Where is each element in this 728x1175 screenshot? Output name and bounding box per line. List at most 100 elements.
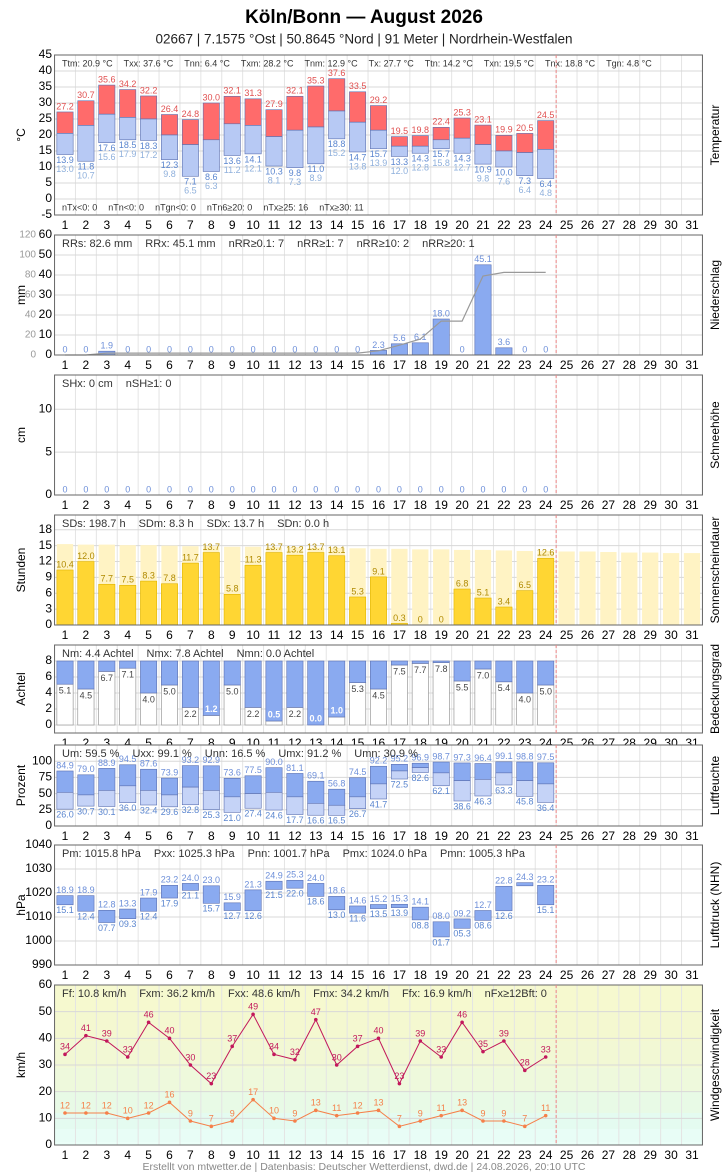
range-bar: [56, 895, 74, 906]
y-tick-label: 1020: [25, 885, 52, 899]
value-label: 13: [457, 1098, 467, 1108]
x-tick-label: 18: [414, 218, 428, 232]
x-tick-label: 13: [309, 218, 323, 232]
min-label: 12.6: [244, 911, 262, 921]
max-label: 34.2: [119, 79, 137, 89]
stat-text: Tx: 27.7 °C: [369, 58, 415, 68]
y-tick-label: 15: [39, 538, 53, 552]
x-tick-label: 4: [124, 829, 131, 843]
x-tick-label: 27: [602, 829, 616, 843]
x-tick-label: 1: [62, 498, 69, 512]
min-label: 18.6: [307, 897, 325, 907]
value-label: 0: [188, 484, 193, 494]
min-label: 18.8: [328, 139, 346, 149]
value-label: 34: [60, 1042, 70, 1052]
value-label: 0: [125, 484, 130, 494]
cloud-bar: [349, 660, 367, 683]
lower-bar: [307, 126, 325, 165]
value-label: 2.2: [247, 709, 260, 719]
min-label: 14.3: [412, 154, 430, 164]
max-label: 73.9: [161, 767, 179, 777]
x-tick-label: 11: [268, 358, 281, 372]
point: [481, 1119, 485, 1123]
value-label: 41: [81, 1023, 91, 1033]
stat-text: Nmx: 7.8 Achtel: [147, 648, 224, 660]
x-tick-label: 8: [208, 736, 215, 750]
x-tick-label: 24: [539, 218, 553, 232]
max-label: 15.9: [223, 892, 241, 902]
lower-bar: [140, 790, 158, 806]
x-tick-label: 17: [393, 968, 407, 982]
lower-bar: [349, 796, 367, 809]
footer: Erstellt von mtwetter.de | Datenbasis: D…: [143, 1161, 586, 1173]
value-label: 0: [418, 614, 423, 624]
min-label: 72.5: [391, 779, 409, 789]
stat-text: Txm: 28.2 °C: [241, 58, 294, 68]
stat-text: Nmn: 0.0 Achtel: [237, 648, 315, 660]
side-label: Luftdruck (NHN): [708, 862, 722, 949]
x-tick-label: 3: [103, 628, 110, 642]
x-tick-label: 2: [83, 968, 90, 982]
bar: [432, 318, 450, 356]
min-label: 26.7: [349, 809, 367, 819]
min-label: 45.8: [516, 797, 534, 807]
x-tick-label: 26: [581, 218, 595, 232]
value-label: 0: [543, 344, 548, 354]
max-label: 13.3: [119, 898, 137, 908]
x-tick-label: 5: [145, 736, 152, 750]
x-tick-label: 21: [476, 1148, 490, 1162]
x-tick-label: 30: [664, 829, 678, 843]
x-tick-label: 20: [455, 1148, 469, 1162]
x-tick-label: 13: [309, 968, 323, 982]
value-label: 33: [541, 1044, 551, 1054]
x-tick-label: 22: [497, 968, 511, 982]
x-tick-label: 22: [497, 358, 511, 372]
side-label: Windgeschwindigkeit: [708, 1008, 722, 1121]
stat-text: nTx≥30: 11: [319, 202, 363, 212]
x-tick-label: 29: [644, 1148, 658, 1162]
stat-text: nFx≥12Bft: 0: [485, 988, 547, 1000]
value-label: 0: [439, 484, 444, 494]
range-bar: [307, 883, 325, 897]
x-tick-label: 15: [351, 218, 365, 232]
upper-bar: [349, 91, 367, 123]
point: [63, 1111, 67, 1115]
min-label: 13.3: [391, 157, 409, 167]
y-tick-label: 35: [39, 79, 53, 93]
max-label: 22.4: [432, 117, 450, 127]
value-label: 45.1: [474, 254, 492, 264]
x-tick-label: 9: [229, 628, 236, 642]
x-tick-label: 24: [539, 628, 553, 642]
max-label: 25.3: [286, 870, 304, 880]
upper-bar: [202, 765, 220, 791]
value-label: 0: [334, 484, 339, 494]
value-label: 0: [188, 344, 193, 354]
min-label: 15.1: [537, 905, 555, 915]
stat-text: nRR≥1: 7: [297, 238, 343, 250]
stat-text: Pmn: 1005.3 hPa: [440, 848, 526, 860]
value-label: 0: [167, 344, 172, 354]
min-label: 21.1: [182, 891, 200, 901]
upper-bar: [119, 764, 137, 787]
value-label: 6.7: [101, 673, 114, 683]
min-label: 21.0: [223, 813, 241, 823]
lower-bar: [77, 125, 95, 162]
x-tick-label: 22: [497, 628, 511, 642]
upper-bar: [453, 117, 471, 139]
x-tick-label: 3: [103, 1148, 110, 1162]
y-tick-label: 20: [39, 307, 53, 321]
max-label: 19.5: [391, 126, 409, 136]
value-label: 10: [269, 1106, 279, 1116]
value-label: 10: [123, 1106, 133, 1116]
x-tick-label: 1: [62, 968, 69, 982]
max-label: 12.7: [474, 900, 492, 910]
max-label: 12.8: [98, 900, 116, 910]
lower-bar: [432, 772, 450, 787]
min-label: 13.9: [391, 908, 409, 918]
lower-bar: [161, 794, 178, 808]
beaufort-band: [54, 1113, 703, 1129]
point: [355, 1111, 360, 1115]
upper-bar: [432, 127, 450, 141]
value-label: 0: [355, 484, 360, 494]
max-label: 18.6: [328, 886, 346, 896]
